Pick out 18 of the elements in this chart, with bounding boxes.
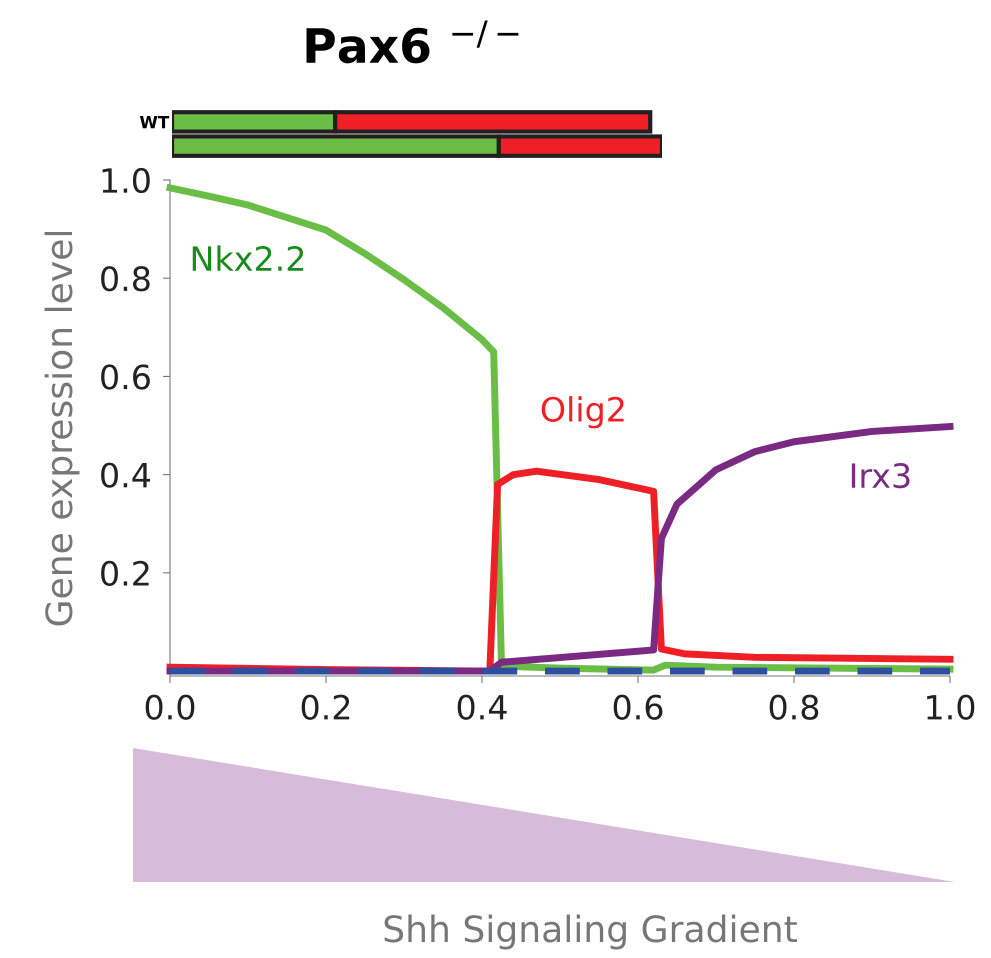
y-tick-label: 0.4 [101,462,150,488]
chart-title: Pax6 $^{−/−}$ [306,20,518,64]
y-tick-label: 1.0 [102,168,150,194]
x-axis-title: Shh Signaling Gradient [384,914,797,950]
x-tick-label: 0.2 [302,694,350,720]
y-tick-label: WT [140,116,170,128]
y-tick-label: 0.6 [101,364,150,390]
y-tick-label: 0.2 [101,560,149,586]
series-label: Irx3 [852,463,910,488]
series-label: Olig2 [542,396,624,428]
x-tick-label: 1.0 [927,694,974,720]
x-tick-label: 0.0 [146,694,194,720]
series-label: Nkx2.2 [192,245,304,271]
x-tick-label: 0.6 [614,694,662,720]
x-tick-label: 0.4 [458,694,507,720]
y-tick-label: 0.8 [101,266,150,292]
x-tick-label: 0.8 [770,694,818,720]
y-axis-title: Gene expression level [44,232,80,626]
